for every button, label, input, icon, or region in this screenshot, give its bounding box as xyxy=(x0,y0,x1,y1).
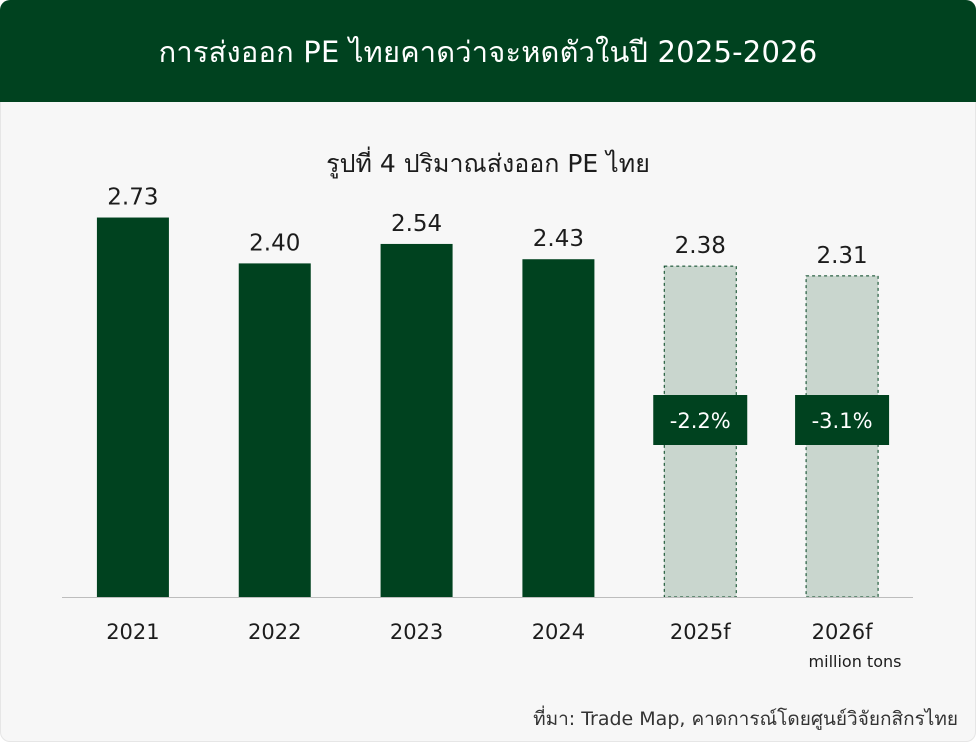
data-label-2021: 2.73 xyxy=(107,185,158,211)
header-title: การส่งออก PE ไทยคาดว่าจะหดตัวในปี 2025-2… xyxy=(158,35,818,69)
bar-2022 xyxy=(238,263,311,597)
change-badge-2026f xyxy=(795,395,890,445)
x-tick-label-2022: 2022 xyxy=(248,620,301,644)
data-label-2023: 2.54 xyxy=(391,211,442,237)
x-tick-label-2024: 2024 xyxy=(532,620,585,644)
unit-label: million tons xyxy=(808,652,902,671)
x-tick-label-2026f: 2026f xyxy=(812,620,873,644)
bar-2021 xyxy=(96,217,169,597)
data-label-2026f: 2.31 xyxy=(816,243,867,269)
bar-2023 xyxy=(380,243,453,597)
change-label-2026f: -3.1% xyxy=(812,409,873,433)
header-banner: การส่งออก PE ไทยคาดว่าจะหดตัวในปี 2025-2… xyxy=(0,0,976,102)
bar-2024 xyxy=(522,259,595,597)
source-note: ที่มา: Trade Map, คาดการณ์โดยศูนย์วิจัยก… xyxy=(533,708,958,730)
data-label-2025f: 2.38 xyxy=(675,233,726,259)
change-label-2025f: -2.2% xyxy=(670,409,731,433)
x-tick-label-2025f: 2025f xyxy=(670,620,731,644)
chart-title: รูปที่ 4 ปริมาณส่งออก PE ไทย xyxy=(326,149,650,178)
data-label-2024: 2.43 xyxy=(533,226,584,252)
data-label-2022: 2.40 xyxy=(249,230,300,256)
x-tick-label-2023: 2023 xyxy=(390,620,443,644)
x-tick-label-2021: 2021 xyxy=(106,620,159,644)
change-badge-2025f xyxy=(653,395,748,445)
